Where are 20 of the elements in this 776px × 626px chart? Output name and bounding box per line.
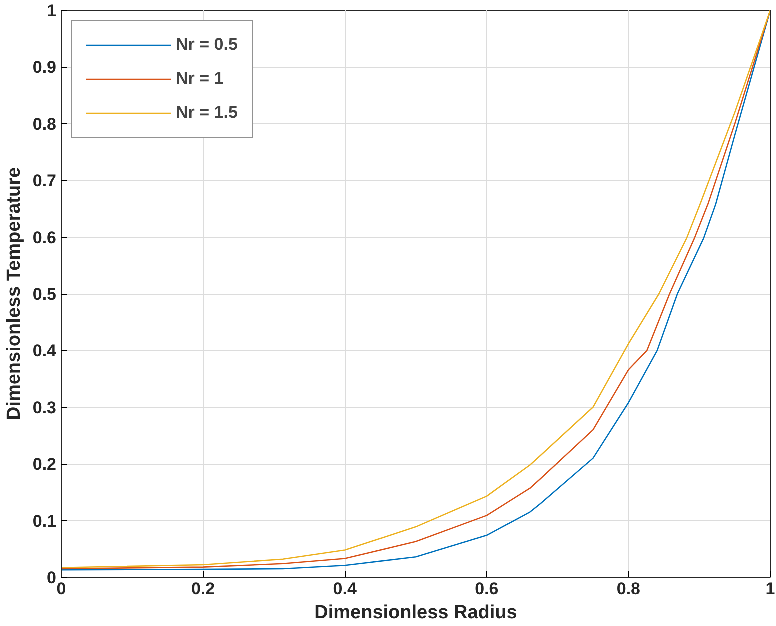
- x-tick-label: 0.4: [333, 580, 358, 598]
- y-tick-label: 0.9: [32, 58, 57, 78]
- legend-label: Nr = 1.5: [176, 103, 238, 123]
- y-tick-label: 0.1: [32, 512, 57, 531]
- y-tick-label: 0.3: [32, 398, 57, 418]
- legend-label: Nr = 0.5: [176, 35, 238, 55]
- y-tick-label: 1: [47, 2, 57, 20]
- x-tick-label: 0.6: [475, 580, 499, 598]
- y-tick-label: 0.2: [32, 455, 57, 474]
- y-tick-label: 0.4: [32, 342, 58, 361]
- y-tick-label: 0.7: [32, 172, 57, 191]
- x-axis-title: Dimensionless Radius: [314, 602, 518, 624]
- y-tick-label: 0.6: [32, 228, 57, 248]
- y-tick-label: 0.5: [32, 285, 57, 304]
- x-tick-label: 1: [766, 580, 776, 598]
- x-tick-label: 0.2: [191, 580, 216, 598]
- y-axis-title: Dimensionless Temperature: [4, 167, 25, 421]
- x-tick-label: 0.8: [616, 580, 641, 598]
- legend-label: Nr = 1: [176, 69, 224, 89]
- y-tick-label: 0.8: [32, 114, 57, 134]
